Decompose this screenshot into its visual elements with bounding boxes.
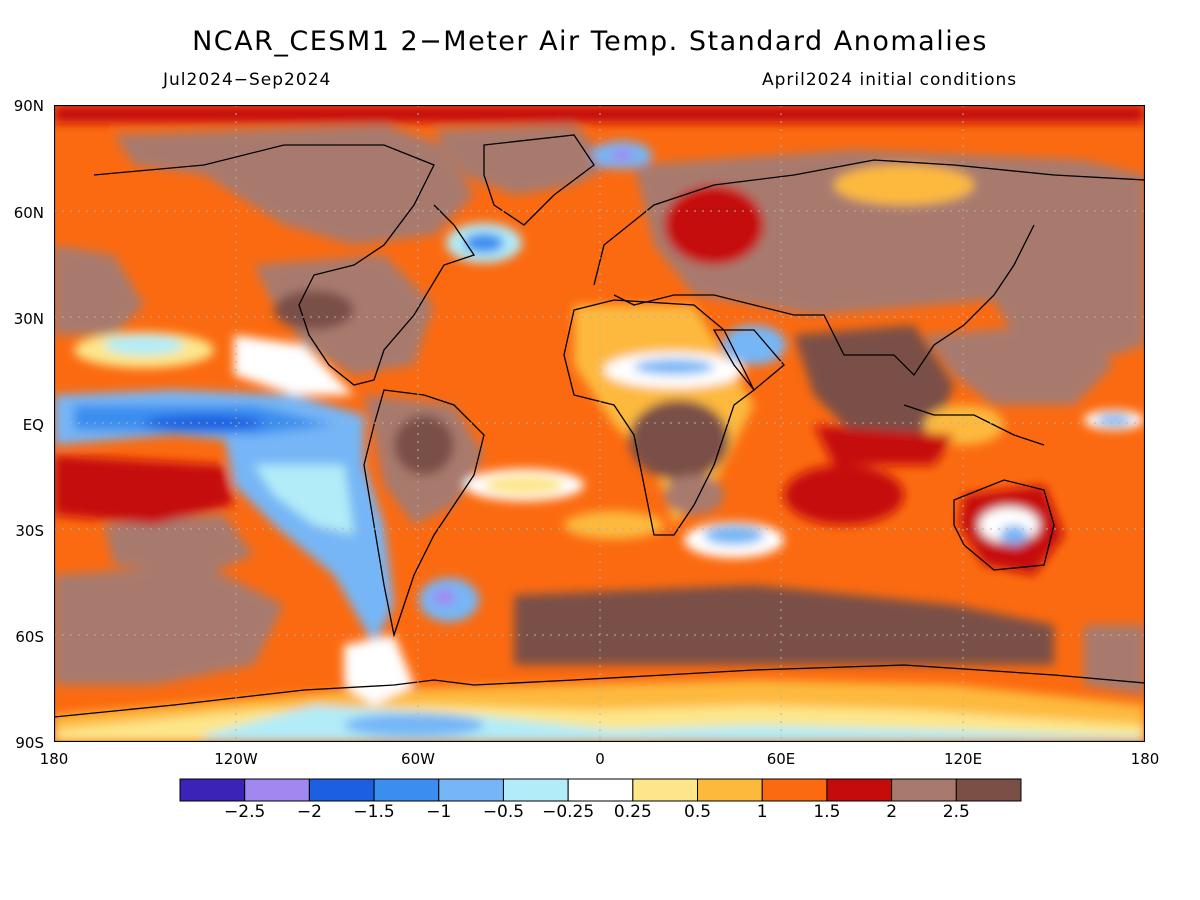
colorbar-label: 0.5 [684, 802, 712, 822]
coast-south-america [363, 389, 485, 638]
lat-label-60s: 60S [15, 628, 44, 646]
anomaly-map [54, 105, 1145, 742]
colorbar-swatch [179, 778, 246, 802]
colorbar-swatch [244, 778, 310, 802]
lat-label-90s: 90S [15, 734, 44, 752]
region-arabia-cool [722, 325, 786, 365]
colorbar-swatch [308, 778, 375, 802]
colorbar-swatch [955, 778, 1022, 802]
anomaly-field [54, 105, 1145, 742]
colorbar-label: −1.5 [353, 802, 395, 822]
colorbar-label: 2.5 [942, 802, 970, 822]
lat-label-30s: 30S [15, 522, 44, 540]
colorbar-swatch [373, 778, 440, 802]
coast-eurasia [593, 159, 1145, 286]
colorbar-label: 0.25 [613, 802, 652, 822]
lon-label-60w: 60W [401, 750, 435, 768]
colorbar-swatch [826, 778, 893, 802]
coast-north-america [93, 144, 476, 386]
colorbar [179, 778, 1022, 802]
coast-africa [563, 299, 755, 536]
region-southern-ocean [514, 585, 1054, 665]
lat-label-eq: EQ [22, 416, 44, 434]
colorbar-swatch [891, 778, 957, 802]
lat-label-60n: 60N [13, 204, 44, 222]
lon-label-180e: 180 [1130, 750, 1160, 768]
region-se-pacific [224, 435, 394, 645]
colorbar-swatch [502, 778, 569, 802]
initial-conditions: April2024 initial conditions [762, 70, 1018, 90]
colorbar-label: −0.25 [542, 802, 595, 822]
coast-antarctica [54, 664, 1145, 718]
colorbar-label: 2 [886, 802, 898, 822]
colorbar-swatch [438, 778, 504, 802]
colorbar-label: 1 [756, 802, 768, 822]
lat-label-30n: 30N [13, 310, 44, 328]
colorbar-swatch [697, 778, 763, 802]
colorbar-label: −2 [296, 802, 322, 822]
region-indian-ocean [794, 325, 954, 435]
region-arctic-canada [114, 125, 474, 245]
colorbar-swatch [632, 778, 699, 802]
coast-australia [953, 479, 1055, 571]
colorbar-label: −1 [426, 802, 452, 822]
coast-greenland [483, 134, 595, 226]
colorbar-label: −2.5 [224, 802, 266, 822]
lon-label-120e: 120E [943, 750, 983, 768]
lon-label-60e: 60E [766, 750, 796, 768]
lat-label-90n: 90N [13, 97, 44, 115]
forecast-period: Jul2024−Sep2024 [163, 70, 332, 90]
map-border [54, 105, 1145, 742]
colorbar-label: −0.5 [482, 802, 525, 822]
lon-label-120w: 120W [214, 750, 258, 768]
lon-label-0: 0 [595, 750, 605, 768]
colorbar-swatch [567, 778, 634, 802]
graticule [54, 105, 1145, 742]
lon-label-180w: 180 [39, 750, 69, 768]
map-title: NCAR_CESM1 2−Meter Air Temp. Standard An… [192, 26, 988, 57]
coastlines [54, 134, 1145, 718]
coast-arabia [712, 329, 785, 391]
colorbar-label: 1.5 [813, 802, 841, 822]
colorbar-swatch [761, 778, 828, 802]
